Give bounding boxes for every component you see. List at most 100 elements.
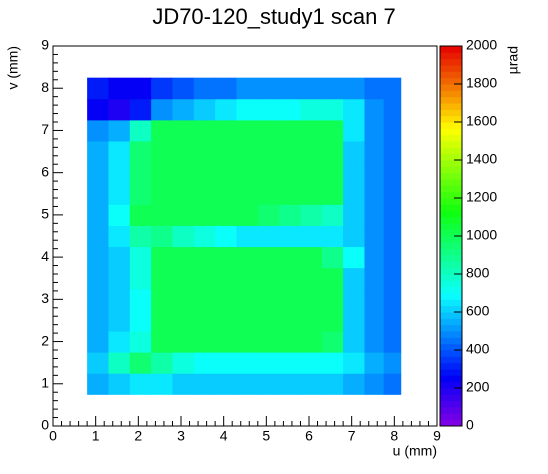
y-tick-label: 1	[41, 374, 49, 390]
colorbar-step	[440, 242, 462, 250]
z-tick-label: 400	[466, 341, 490, 357]
heat-cell	[151, 162, 173, 184]
heat-cell	[172, 373, 195, 395]
heat-cell	[236, 225, 259, 248]
heat-cell	[87, 246, 109, 269]
heat-cell	[300, 77, 323, 100]
heat-cell	[343, 246, 365, 269]
heat-cell	[108, 246, 131, 269]
colorbar-step	[440, 413, 462, 421]
heat-cell	[172, 183, 195, 205]
heat-cell	[383, 331, 402, 353]
colorbar-step	[440, 293, 462, 300]
heat-cell	[108, 204, 131, 226]
heat-cell	[257, 183, 280, 205]
heat-cell	[172, 288, 195, 311]
heat-cell	[300, 204, 323, 226]
heat-cell	[172, 98, 195, 121]
heat-cell	[257, 373, 280, 395]
heat-cell	[215, 352, 237, 374]
plot-frame	[52, 45, 438, 427]
colorbar-step	[440, 52, 462, 60]
heat-cell	[300, 288, 323, 311]
colorbar-step	[440, 381, 462, 389]
heat-cell	[108, 309, 131, 332]
colorbar-step	[440, 153, 462, 161]
heat-cell	[108, 98, 131, 121]
heat-cell	[300, 352, 323, 374]
heat-cell	[236, 141, 259, 163]
z-tick-label: 2000	[466, 37, 497, 53]
heat-cell	[343, 204, 365, 226]
heat-cell	[300, 98, 323, 121]
heat-cell	[236, 267, 259, 290]
colorbar-step	[440, 419, 462, 427]
heat-cell	[129, 225, 152, 248]
heat-cell	[321, 119, 344, 142]
heat-cell	[364, 309, 385, 332]
colorbar-step	[440, 128, 462, 136]
heat-cell	[279, 246, 301, 269]
heat-cell	[300, 309, 323, 332]
heat-cell	[364, 246, 385, 269]
heat-cell	[321, 267, 344, 290]
x-tick-label: 0	[49, 428, 57, 444]
heat-cell	[279, 98, 301, 121]
y-tick-label: 0	[41, 417, 49, 433]
heat-cell	[343, 288, 365, 311]
heat-cell	[215, 162, 237, 184]
x-tick-label: 4	[220, 428, 228, 444]
heat-cell	[129, 204, 152, 226]
z-tick-label: 1400	[466, 151, 497, 167]
heat-cell	[193, 77, 216, 100]
z-tick-label: 800	[466, 265, 490, 281]
colorbar-step	[440, 147, 462, 155]
colorbar-step	[440, 185, 462, 193]
heat-cell	[321, 373, 344, 395]
heat-cell	[236, 183, 259, 205]
heat-cell	[215, 98, 237, 121]
heat-cell	[257, 267, 280, 290]
x-tick-label: 1	[92, 428, 100, 444]
colorbar-step	[440, 58, 462, 66]
colorbar-step	[440, 407, 462, 414]
colorbar-step	[440, 286, 462, 294]
heat-cell	[279, 267, 301, 290]
colorbar-step	[440, 46, 462, 53]
heat-cell	[383, 204, 402, 226]
heat-cell	[108, 352, 131, 374]
colorbar-step	[440, 343, 462, 351]
heat-cell	[172, 225, 195, 248]
heat-cell	[279, 352, 301, 374]
z-tick-label: 1200	[466, 189, 497, 205]
heat-cell	[193, 141, 216, 163]
y-tick-label: 3	[41, 290, 49, 306]
heat-cell	[321, 183, 344, 205]
heat-cell	[257, 162, 280, 184]
y-axis-label: v (mm)	[5, 46, 21, 90]
heat-cell	[151, 352, 173, 374]
heat-cell	[279, 162, 301, 184]
heat-cell	[364, 77, 385, 100]
heat-cell	[383, 373, 402, 395]
heat-cell	[87, 119, 109, 142]
heat-cell	[193, 98, 216, 121]
heat-cell	[172, 141, 195, 163]
heat-cell	[364, 352, 385, 374]
heat-cell	[108, 119, 131, 142]
colorbar-step	[440, 204, 462, 212]
heat-cell	[172, 352, 195, 374]
heat-cell	[321, 246, 344, 269]
colorbar-step	[440, 229, 462, 237]
y-tick-label: 4	[41, 248, 49, 264]
heat-cell	[364, 141, 385, 163]
heat-cell	[364, 331, 385, 353]
colorbar-step	[440, 280, 462, 288]
colorbar-step	[440, 369, 462, 376]
heat-cell	[129, 77, 152, 100]
heat-cell	[364, 183, 385, 205]
z-tick-label: 1600	[466, 113, 497, 129]
colorbar-step	[440, 71, 462, 79]
colorbar-step	[440, 267, 462, 275]
heat-cell	[300, 225, 323, 248]
